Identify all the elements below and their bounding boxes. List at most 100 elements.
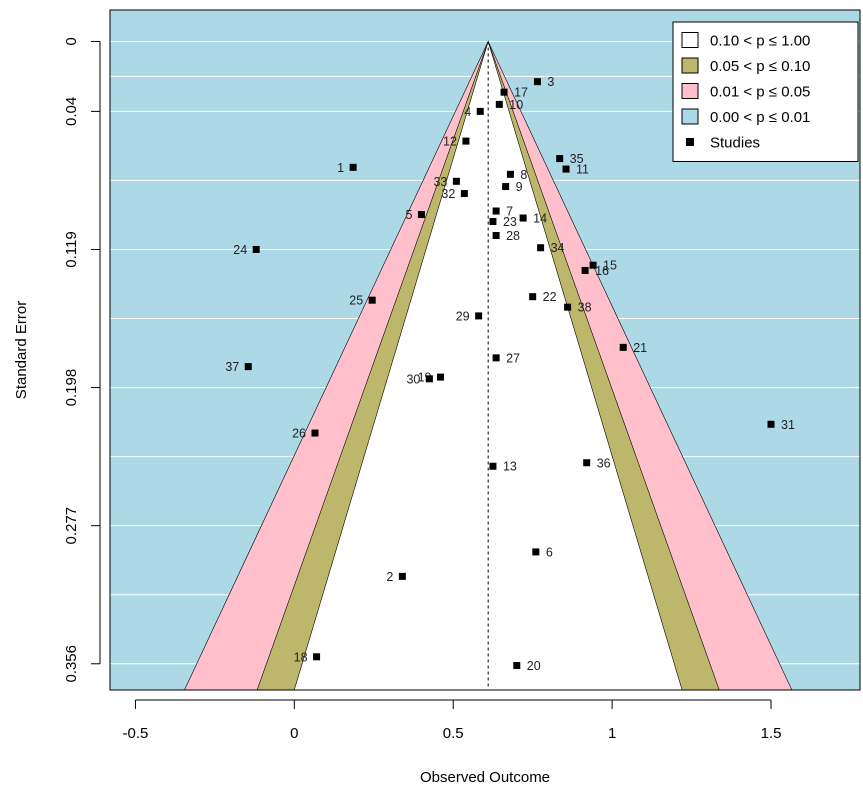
- study-point: [519, 214, 527, 222]
- y-tick-label: 0.277: [63, 507, 80, 545]
- x-tick-label: 0: [290, 725, 298, 742]
- study-point: [492, 354, 500, 362]
- study-point: [462, 137, 470, 145]
- study-point: [492, 232, 500, 240]
- y-axis-title: Standard Error: [13, 301, 30, 399]
- study-label: 26: [292, 427, 306, 441]
- study-label: 13: [503, 460, 517, 474]
- study-label: 2: [386, 570, 393, 584]
- study-label: 25: [349, 294, 363, 308]
- study-point: [583, 459, 591, 467]
- x-tick-label: 0.5: [443, 725, 464, 742]
- study-point: [313, 653, 321, 661]
- study-point: [564, 303, 572, 311]
- study-point: [368, 296, 376, 304]
- legend-swatch: [681, 108, 699, 125]
- study-label: 28: [506, 229, 520, 243]
- legend-label: 0.00 < p ≤ 0.01: [710, 109, 810, 126]
- legend-label: 0.01 < p ≤ 0.05: [710, 84, 810, 101]
- study-point: [437, 373, 445, 381]
- study-label: 32: [441, 187, 455, 201]
- study-point: [476, 107, 484, 115]
- study-label: 18: [294, 650, 308, 664]
- legend: 0.10 < p ≤ 1.00 0.05 < p ≤ 0.10 0.01 < p ≤…: [672, 21, 859, 162]
- study-point: [506, 170, 514, 178]
- legend-studies-label: Studies: [710, 135, 760, 152]
- y-tick-label: 0.04: [63, 97, 80, 126]
- study-label: 38: [578, 301, 592, 315]
- legend-label: 0.05 < p ≤ 0.10: [710, 58, 810, 75]
- study-label: 20: [527, 659, 541, 673]
- y-tick-label: 0.356: [63, 645, 80, 683]
- study-label: 24: [233, 243, 247, 257]
- study-label: 9: [516, 180, 523, 194]
- legend-swatch: [681, 83, 699, 99]
- study-label: 27: [506, 351, 520, 365]
- study-label: 5: [405, 208, 412, 222]
- study-label: 8: [520, 168, 527, 182]
- study-point: [452, 177, 460, 185]
- study-points: 1234567891011121314151617181920212223242…: [225, 75, 795, 673]
- study-point: [475, 312, 483, 320]
- study-point: [513, 662, 521, 670]
- study-point: [532, 548, 540, 556]
- study-point: [252, 245, 260, 253]
- study-point: [537, 244, 545, 252]
- study-point: [767, 420, 775, 428]
- study-label: 35: [570, 152, 584, 166]
- study-point: [425, 375, 433, 383]
- study-label: 1: [337, 161, 344, 175]
- study-label: 22: [543, 290, 557, 304]
- study-label: 3: [547, 75, 554, 89]
- study-label: 30: [406, 372, 420, 386]
- legend-swatch: [681, 57, 699, 74]
- study-point: [398, 572, 406, 580]
- y-axis: 0 0.04 0.119 0.198 0.277 0.356: [63, 37, 101, 683]
- study-point: [589, 261, 597, 269]
- study-label: 14: [533, 212, 547, 226]
- study-point: [619, 343, 627, 351]
- study-point: [502, 183, 510, 191]
- study-point: [556, 155, 564, 163]
- study-label: 37: [225, 360, 239, 374]
- study-label: 29: [456, 309, 470, 323]
- study-label: 12: [443, 135, 457, 149]
- study-point: [489, 462, 497, 470]
- study-point: [492, 207, 500, 215]
- study-point: [495, 100, 503, 108]
- y-tick-label: 0.119: [63, 231, 80, 267]
- study-label: 6: [546, 545, 553, 559]
- y-tick-label: 0: [63, 37, 80, 45]
- study-label: 10: [509, 98, 523, 112]
- study-point: [533, 78, 541, 86]
- plot-frame: [109, 9, 861, 691]
- legend-studies-marker: [686, 138, 694, 146]
- x-tick-label: -0.5: [122, 725, 148, 742]
- study-label: 34: [551, 241, 565, 255]
- study-label: 11: [576, 163, 589, 177]
- x-axis-title: Observed Outcome: [420, 769, 550, 786]
- study-label: 17: [514, 86, 528, 100]
- legend-label: 0.10 < p ≤ 1.00: [710, 33, 810, 50]
- study-point: [500, 88, 508, 96]
- study-point: [562, 165, 570, 173]
- study-point: [581, 266, 589, 274]
- study-point: [244, 363, 252, 371]
- study-point: [311, 429, 319, 437]
- study-point: [417, 211, 425, 219]
- study-point: [349, 163, 357, 171]
- study-label: 21: [633, 341, 647, 355]
- y-tick-label: 0.198: [63, 369, 80, 407]
- study-label: 15: [603, 259, 617, 273]
- study-label: 7: [506, 205, 513, 219]
- study-point: [529, 293, 537, 301]
- x-tick-label: 1: [608, 725, 616, 742]
- study-label: 4: [464, 105, 471, 119]
- study-label: 31: [781, 418, 795, 432]
- legend-box: [672, 21, 859, 162]
- study-label: 33: [433, 175, 447, 189]
- study-label: 36: [597, 456, 611, 470]
- study-label: 16: [595, 264, 609, 278]
- study-point: [489, 218, 497, 226]
